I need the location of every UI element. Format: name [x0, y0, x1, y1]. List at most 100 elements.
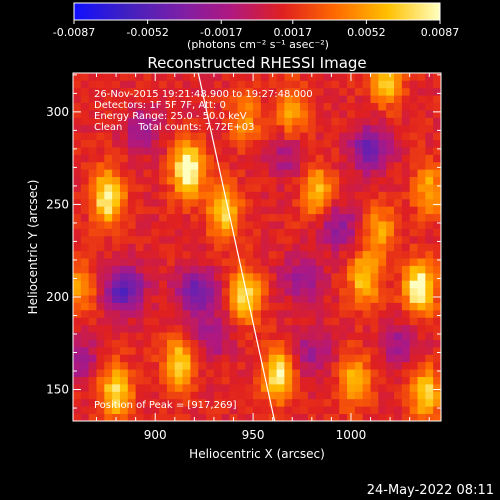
heatmap-cell	[190, 80, 199, 89]
heatmap-cell	[143, 176, 152, 185]
heatmap-cell	[331, 302, 340, 311]
heatmap-cell	[425, 176, 434, 185]
heatmap-cell	[268, 243, 277, 252]
heatmap-cell	[292, 184, 301, 192]
heatmap-cell	[112, 324, 121, 333]
heatmap-cell	[221, 235, 230, 244]
heatmap-cell	[331, 139, 340, 148]
heatmap-cell	[315, 154, 324, 163]
heatmap-cell	[276, 206, 285, 215]
heatmap-cell	[198, 317, 207, 326]
heatmap-cell	[151, 117, 160, 126]
heatmap-cell	[245, 280, 254, 289]
heatmap-cell	[190, 295, 199, 303]
heatmap-cell	[253, 169, 262, 178]
heatmap-cell	[284, 406, 293, 414]
heatmap-cell	[339, 154, 348, 163]
heatmap-cell	[159, 369, 168, 377]
heatmap-cell	[166, 287, 176, 296]
heatmap-cell	[245, 102, 254, 111]
heatmap-cell	[112, 250, 121, 259]
heatmap-cell	[96, 80, 105, 89]
heatmap-cell	[221, 102, 230, 111]
heatmap-cell	[96, 317, 105, 326]
heatmap-cell	[96, 184, 105, 192]
heatmap-cell	[135, 243, 144, 252]
heatmap-cell	[339, 73, 348, 81]
heatmap-cell	[386, 132, 395, 141]
heatmap-cell	[409, 147, 418, 155]
heatmap-cell	[221, 132, 230, 141]
heatmap-cell	[331, 206, 340, 215]
heatmap-cell	[315, 198, 324, 207]
heatmap-cell	[88, 398, 97, 407]
heatmap-cell	[323, 406, 332, 414]
heatmap-cell	[88, 339, 97, 348]
heatmap-cell	[409, 332, 418, 340]
heatmap-cell	[394, 369, 403, 377]
heatmap-cell	[284, 228, 293, 237]
heatmap-cell	[331, 258, 340, 266]
heatmap-cell	[221, 302, 230, 311]
heatmap-cell	[307, 302, 317, 311]
heatmap-cell	[237, 80, 246, 89]
heatmap-cell	[190, 147, 199, 155]
heatmap-cell	[354, 117, 364, 126]
heatmap-cell	[433, 198, 441, 207]
heatmap-cell	[433, 361, 441, 370]
heatmap-cell	[409, 369, 418, 377]
heatmap-cell	[339, 324, 348, 333]
heatmap-cell	[347, 287, 356, 296]
heatmap-cell	[213, 391, 223, 400]
heatmap-cell	[151, 221, 160, 229]
heatmap-cell	[88, 287, 97, 296]
heatmap-cell	[96, 87, 105, 96]
heatmap-cell	[354, 102, 364, 111]
heatmap-cell	[237, 258, 246, 266]
heatmap-cell	[253, 295, 262, 303]
heatmap-cell	[417, 376, 426, 385]
heatmap-cell	[73, 272, 82, 281]
heatmap-cell	[315, 324, 324, 333]
heatmap-cell	[260, 169, 270, 178]
heatmap-cell	[245, 383, 254, 392]
heatmap-cell	[73, 324, 82, 333]
heatmap-cell	[362, 213, 371, 222]
heatmap-cell	[96, 110, 105, 118]
heatmap-cell	[362, 110, 371, 118]
heatmap-cell	[354, 391, 364, 400]
heatmap-cell	[307, 176, 317, 185]
heatmap-cell	[104, 406, 113, 414]
heatmap-cell	[182, 346, 191, 355]
heatmap-cell	[151, 361, 160, 370]
colorbar: -0.0087 -0.0052 -0.0017 0.0017 0.0052 0.0087 …	[53, 2, 459, 51]
heatmap-cell	[307, 391, 317, 400]
heatmap-cell	[135, 221, 144, 229]
heatmap-cell	[245, 235, 254, 244]
heatmap-cell	[143, 413, 152, 421]
heatmap-cell	[119, 184, 129, 192]
heatmap-cell	[378, 87, 387, 96]
heatmap-cell	[213, 132, 223, 141]
heatmap-cell	[433, 369, 441, 377]
heatmap-cell	[362, 398, 371, 407]
heatmap-cell	[119, 302, 129, 311]
heatmap-cell	[409, 287, 418, 296]
heatmap-cell	[378, 250, 387, 259]
heatmap-cell	[166, 339, 176, 348]
heatmap-cell	[135, 295, 144, 303]
heatmap-cell	[182, 73, 191, 81]
heatmap-cell	[159, 228, 168, 237]
heatmap-cell	[276, 302, 285, 311]
heatmap-cell	[323, 339, 332, 348]
heatmap-cell	[151, 80, 160, 89]
heatmap-cell	[378, 258, 387, 266]
heatmap-cell	[253, 302, 262, 311]
heatmap-cell	[229, 176, 238, 185]
heatmap-cell	[73, 346, 82, 355]
heatmap-cell	[307, 184, 317, 192]
heatmap-cell	[292, 346, 301, 355]
heatmap-cell	[362, 124, 371, 133]
heatmap-cell	[253, 235, 262, 244]
heatmap-cell	[88, 243, 97, 252]
